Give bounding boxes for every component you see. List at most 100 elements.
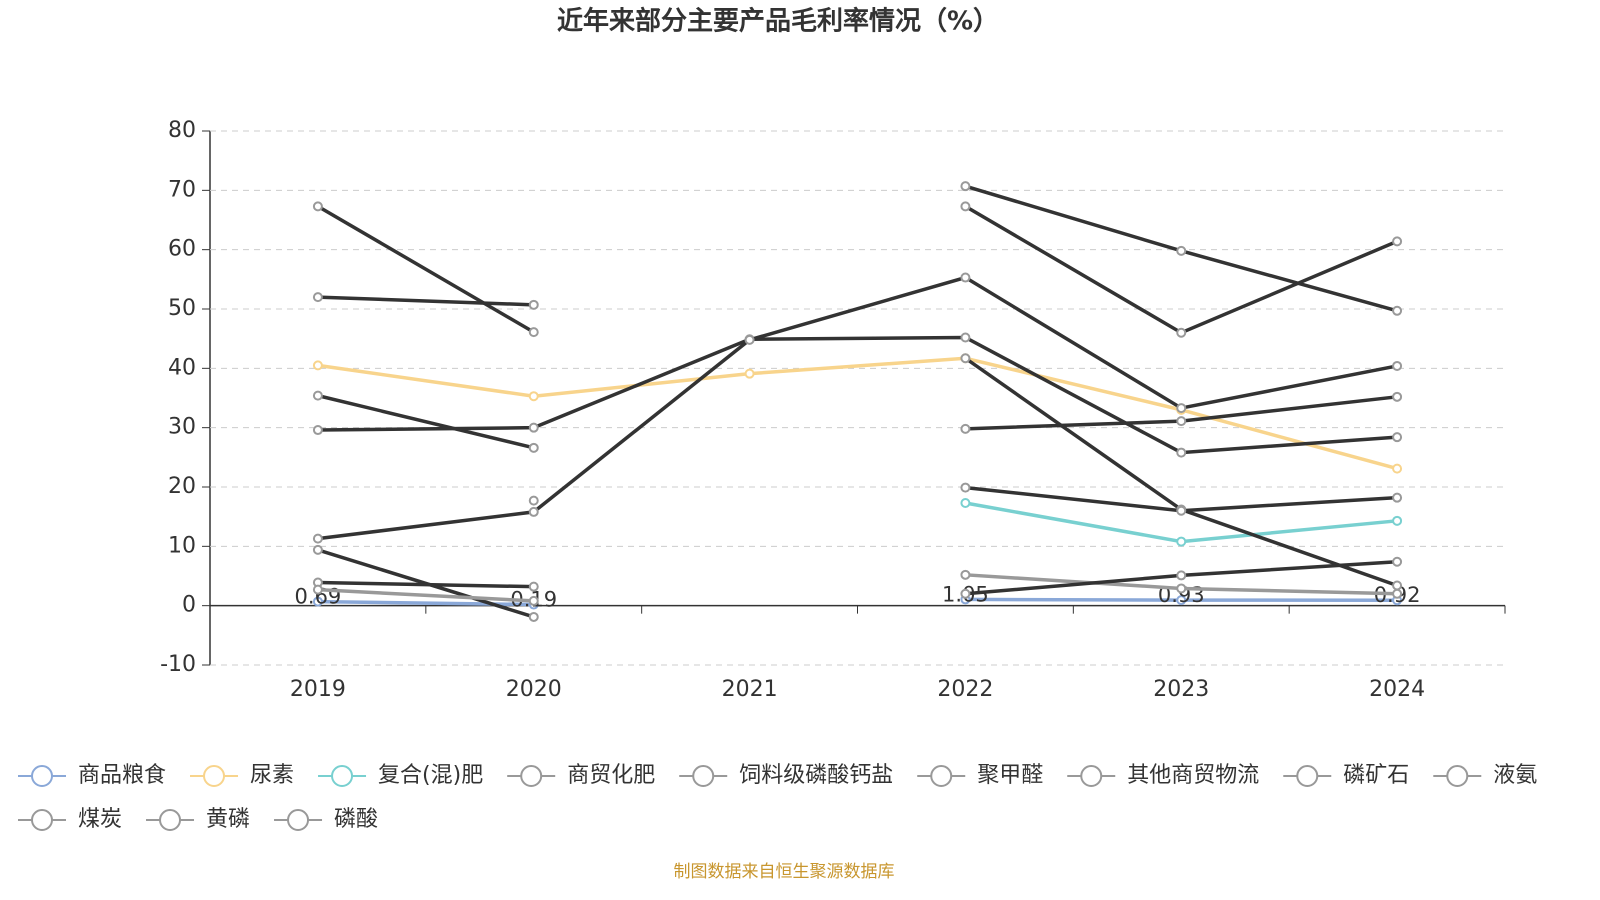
series-line — [317, 580, 534, 589]
data-point — [1176, 570, 1187, 581]
legend-label: 煤炭 — [78, 807, 122, 832]
legend-marker — [331, 765, 354, 787]
legend-marker — [203, 765, 226, 787]
series-line — [317, 587, 534, 603]
legend-marker — [692, 765, 715, 787]
data-point — [1392, 588, 1403, 599]
data-point — [1176, 327, 1187, 338]
legend-marker — [1296, 765, 1319, 787]
chart-title: 近年来部分主要产品毛利率情况（%） — [557, 6, 999, 37]
data-point — [960, 201, 971, 212]
data-point — [1176, 447, 1187, 458]
legend-marker — [930, 765, 953, 787]
data-point — [312, 533, 323, 544]
data-point — [960, 181, 971, 192]
legend-label: 磷酸 — [334, 807, 378, 832]
y-tick-label: 10 — [168, 533, 196, 558]
data-point — [960, 353, 971, 364]
data-point — [312, 360, 323, 371]
series-line — [317, 393, 535, 450]
series-line — [317, 356, 1398, 471]
data-point — [1176, 416, 1187, 427]
data-point — [312, 390, 323, 401]
y-tick-label: 0 — [182, 593, 196, 618]
legend-marker — [1080, 765, 1103, 787]
y-tick-label: -10 — [160, 652, 196, 677]
legend-marker — [520, 765, 543, 787]
data-point — [1392, 492, 1403, 503]
data-point — [1392, 432, 1403, 443]
x-tick-label: 2024 — [1369, 677, 1425, 702]
data-point — [960, 482, 971, 493]
data-point — [1392, 556, 1403, 567]
series-line — [964, 204, 1398, 335]
x-tick-label: 2019 — [290, 677, 346, 702]
data-point — [960, 423, 971, 434]
legend-label: 商品粮食 — [78, 763, 166, 788]
data-point — [312, 584, 323, 595]
data-point — [312, 544, 323, 555]
data-point — [528, 611, 539, 622]
y-tick-label: 70 — [168, 177, 196, 202]
y-tick-label: 60 — [168, 237, 196, 262]
data-point — [1176, 536, 1187, 547]
series-line — [317, 295, 534, 307]
data-point — [312, 425, 323, 436]
data-point — [528, 495, 539, 506]
series-line — [317, 599, 534, 607]
x-tick-label: 2022 — [937, 677, 993, 702]
data-point — [1392, 360, 1403, 371]
x-tick-label: 2021 — [722, 677, 778, 702]
data-point — [960, 332, 971, 343]
data-point — [528, 442, 539, 453]
legend-label: 聚甲醛 — [977, 763, 1043, 788]
legend-marker — [159, 809, 182, 831]
data-point — [960, 498, 971, 509]
data-point — [1392, 580, 1403, 591]
series-line — [317, 275, 1398, 541]
legend-label: 液氨 — [1493, 763, 1537, 788]
data-point — [1392, 515, 1403, 526]
x-tick-label: 2023 — [1153, 677, 1209, 702]
data-point — [312, 201, 323, 212]
y-tick-label: 80 — [168, 118, 196, 143]
data-point — [1176, 245, 1187, 256]
data-point — [312, 596, 323, 607]
legend-marker — [31, 765, 53, 787]
legend-marker — [287, 809, 310, 831]
legend-label: 复合(混)肥 — [378, 763, 483, 788]
legend-label: 饲料级磷酸钙盐 — [739, 763, 893, 788]
data-point — [1176, 595, 1187, 606]
legend-label: 磷矿石 — [1343, 763, 1409, 788]
data-point — [960, 588, 971, 599]
y-tick-label: 40 — [168, 355, 196, 380]
legend-marker — [31, 809, 53, 831]
legend-label: 其他商贸物流 — [1127, 763, 1259, 788]
series-line — [317, 335, 1398, 455]
data-point — [528, 595, 539, 606]
data-point — [528, 422, 539, 433]
data-point — [312, 292, 323, 303]
data-point — [1176, 403, 1187, 414]
data-point — [528, 506, 539, 517]
data-point — [960, 569, 971, 580]
series-line — [317, 204, 535, 334]
data-point — [744, 334, 755, 345]
y-tick-label: 30 — [168, 415, 196, 440]
legend-label: 黄磷 — [206, 807, 250, 832]
y-tick-label: 50 — [168, 296, 196, 321]
data-point — [1392, 305, 1403, 316]
legend-label: 商贸化肥 — [567, 763, 655, 788]
data-point — [528, 327, 539, 338]
series-line — [964, 356, 1398, 588]
data-point — [744, 368, 755, 379]
source-note: 制图数据来自恒生聚源数据库 — [674, 862, 895, 882]
legend-marker — [1446, 765, 1469, 787]
data-point — [528, 581, 539, 592]
data-point — [1392, 391, 1403, 402]
data-point — [960, 272, 971, 283]
legend-label: 尿素 — [250, 763, 294, 788]
data-point — [528, 391, 539, 402]
